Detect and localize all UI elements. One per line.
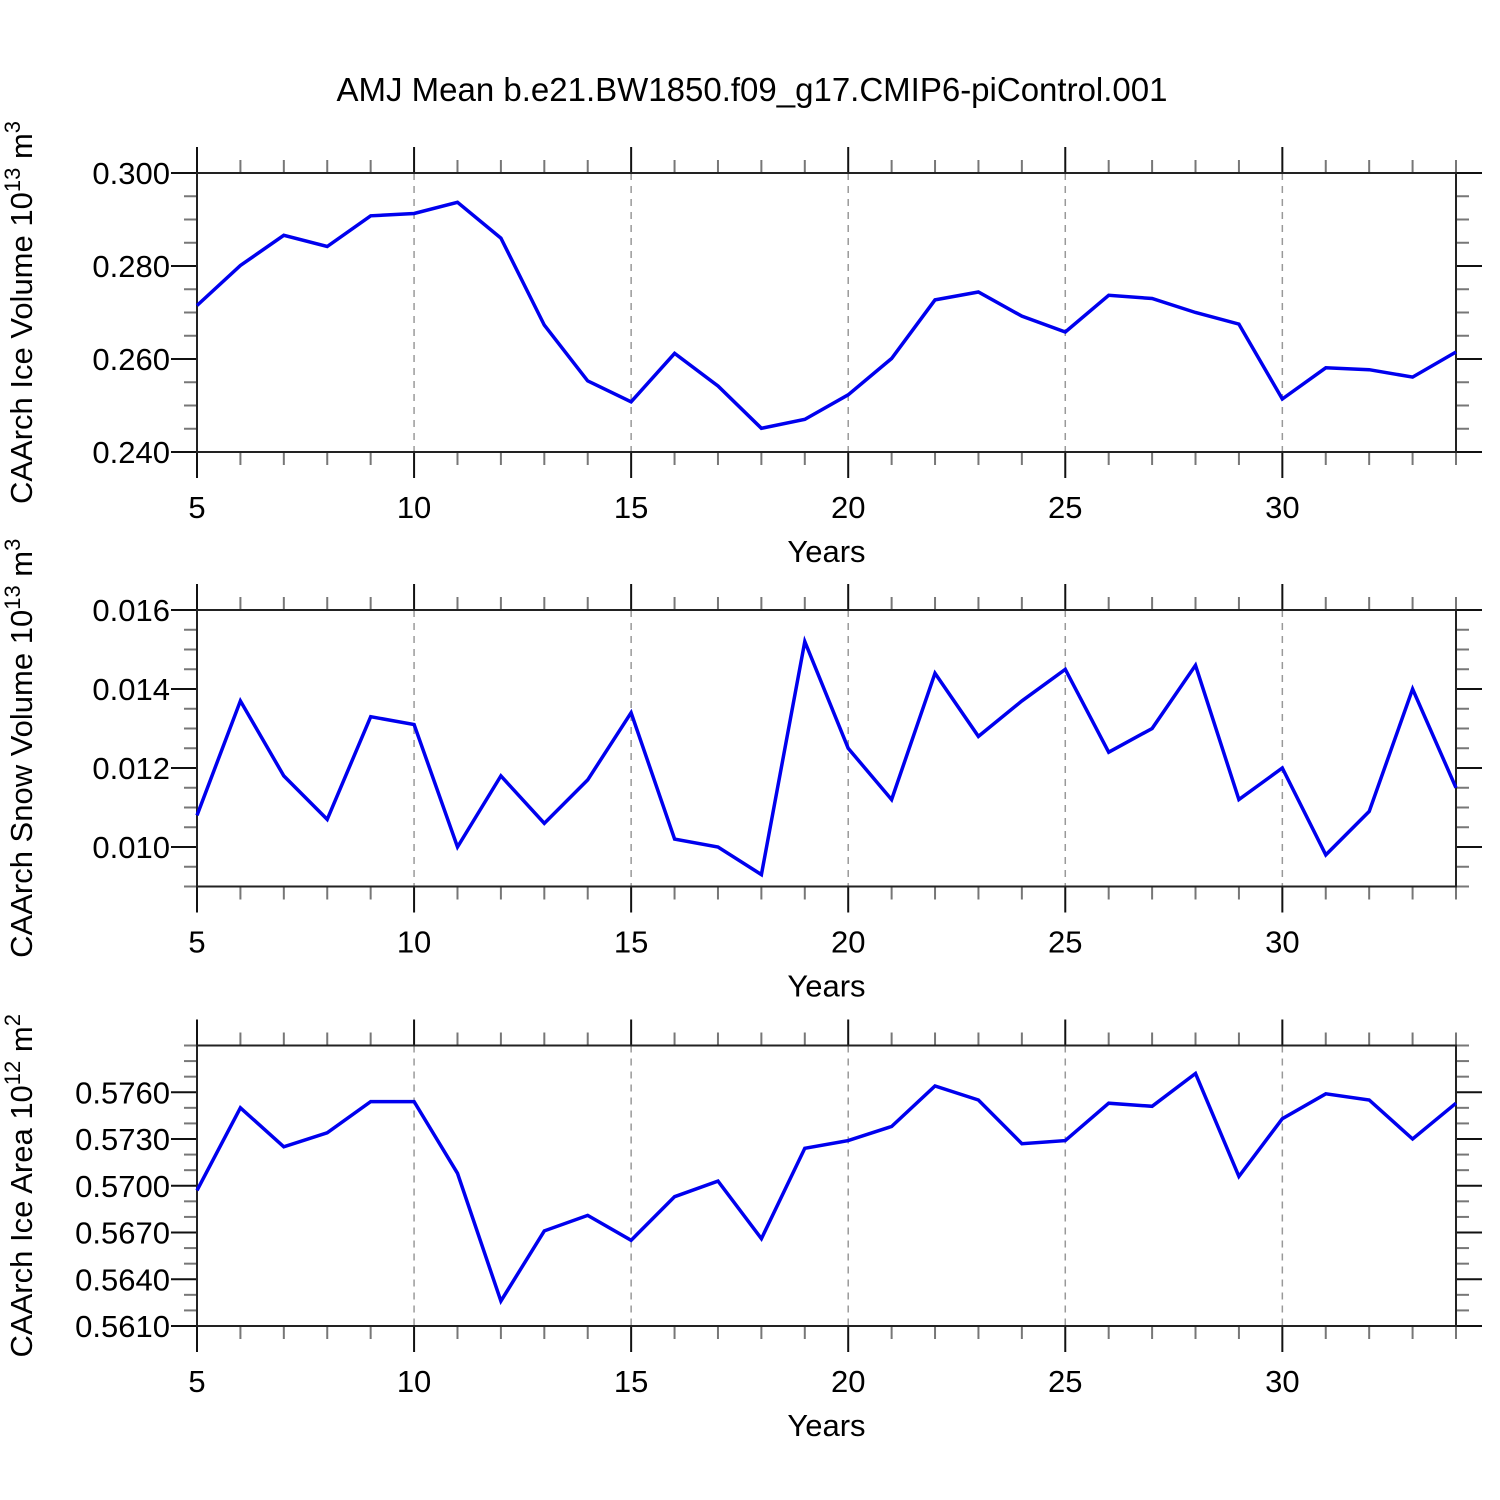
- x-tick-label: 10: [397, 925, 431, 960]
- series-line: [195, 200, 1457, 431]
- y-tick-label: 0.010: [92, 830, 170, 865]
- x-tick-label: 5: [188, 925, 205, 960]
- y-tick-label: 0.016: [92, 593, 170, 628]
- y-tick-label: 0.5730: [75, 1122, 170, 1157]
- x-tick-label: 5: [188, 490, 205, 525]
- panel-ice-volume: 0.240 0.260 0.280 0.300 5 10 15 20 25 30 Years CAAr…: [0, 121, 1482, 569]
- ticks: [171, 147, 1482, 478]
- plot-frame: [196, 609, 1457, 888]
- y-axis-title: CAArch Ice Area 1012 m2: [0, 1014, 39, 1357]
- panel-ice-area: 0.5610 0.5640 0.5670 0.5700 0.5730 0.5760 5 10 1…: [0, 1014, 1482, 1443]
- x-tick-label: 30: [1265, 925, 1299, 960]
- x-tick-label: 25: [1048, 925, 1082, 960]
- y-tick-label: 0.5640: [75, 1262, 170, 1297]
- gridlines: [413, 1045, 1284, 1326]
- y-tick-label: 0.5610: [75, 1309, 170, 1344]
- ticks: [171, 1019, 1482, 1352]
- x-tick-label: 25: [1048, 1364, 1082, 1399]
- x-tick-label: 10: [397, 490, 431, 525]
- x-axis-title: Years: [787, 1408, 865, 1443]
- y-tick-label: 0.260: [92, 342, 170, 377]
- x-tick-label: 15: [614, 1364, 648, 1399]
- x-tick-label: 20: [831, 1364, 865, 1399]
- x-axis-title: Years: [787, 969, 865, 1004]
- x-tick-label: 10: [397, 1364, 431, 1399]
- y-tick-label: 0.5670: [75, 1216, 170, 1251]
- y-axis-title: CAArch Snow Volume 1013 m3: [0, 539, 39, 958]
- y-tick-label: 0.280: [92, 249, 170, 284]
- y-tick-label: 0.012: [92, 751, 170, 786]
- y-axis-title: CAArch Ice Volume 1013 m3: [0, 121, 39, 504]
- x-tick-label: 15: [614, 925, 648, 960]
- plot-frame: [196, 172, 1457, 453]
- series-line: [195, 635, 1458, 878]
- series-line: [195, 1070, 1458, 1306]
- x-tick-label: 25: [1048, 490, 1082, 525]
- x-tick-label: 20: [831, 490, 865, 525]
- plot-frame: [196, 1044, 1457, 1327]
- x-tick-label: 30: [1265, 490, 1299, 525]
- y-tick-label: 0.300: [92, 156, 170, 191]
- x-tick-label: 30: [1265, 1364, 1299, 1399]
- ticks: [171, 584, 1482, 913]
- y-tick-label: 0.5700: [75, 1169, 170, 1204]
- y-tick-label: 0.014: [92, 672, 170, 707]
- x-axis-title: Years: [787, 534, 865, 569]
- x-tick-label: 15: [614, 490, 648, 525]
- x-tick-label: 20: [831, 925, 865, 960]
- panel-snow-volume: 0.010 0.012 0.014 0.016 5 10 15 20 25 30 Years CAAr…: [0, 539, 1482, 1004]
- y-tick-label: 0.240: [92, 435, 170, 470]
- x-tick-label: 5: [188, 1364, 205, 1399]
- figure-title: AMJ Mean b.e21.BW1850.f09_g17.CMIP6-piCo…: [337, 71, 1168, 108]
- gridlines: [413, 173, 1284, 452]
- y-tick-label: 0.5760: [75, 1075, 170, 1110]
